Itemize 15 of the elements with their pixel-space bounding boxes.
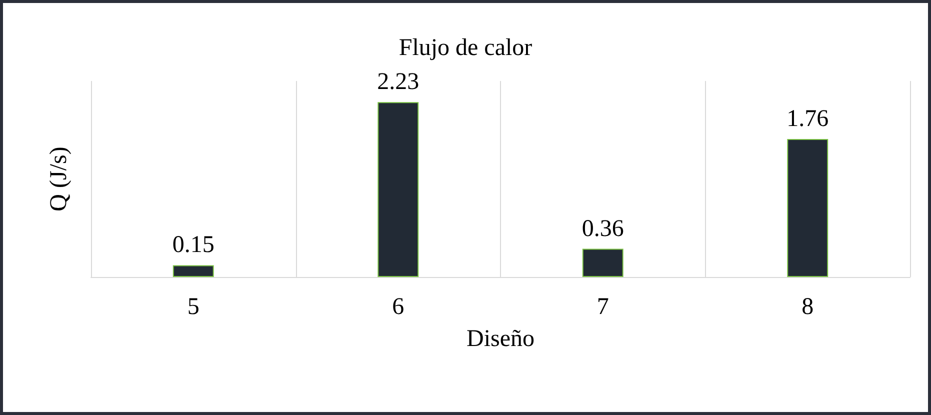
x-tick-label: 5 (187, 294, 200, 320)
data-label: 2.23 (377, 69, 420, 96)
x-axis-title: Diseño (466, 326, 534, 352)
x-tick-label: 8 (802, 294, 814, 320)
data-label: 0.15 (172, 232, 214, 258)
data-label: 0.36 (582, 216, 624, 242)
data-label: 1.76 (786, 106, 829, 132)
bar (787, 139, 828, 277)
bar (582, 248, 624, 277)
y-axis-title: Q (J/s) (46, 146, 72, 212)
chart-title: Flujo de calor (398, 35, 532, 61)
bar (378, 102, 419, 277)
bar (172, 265, 214, 277)
x-tick-label: 7 (596, 294, 609, 320)
x-tick-label: 6 (392, 294, 404, 320)
